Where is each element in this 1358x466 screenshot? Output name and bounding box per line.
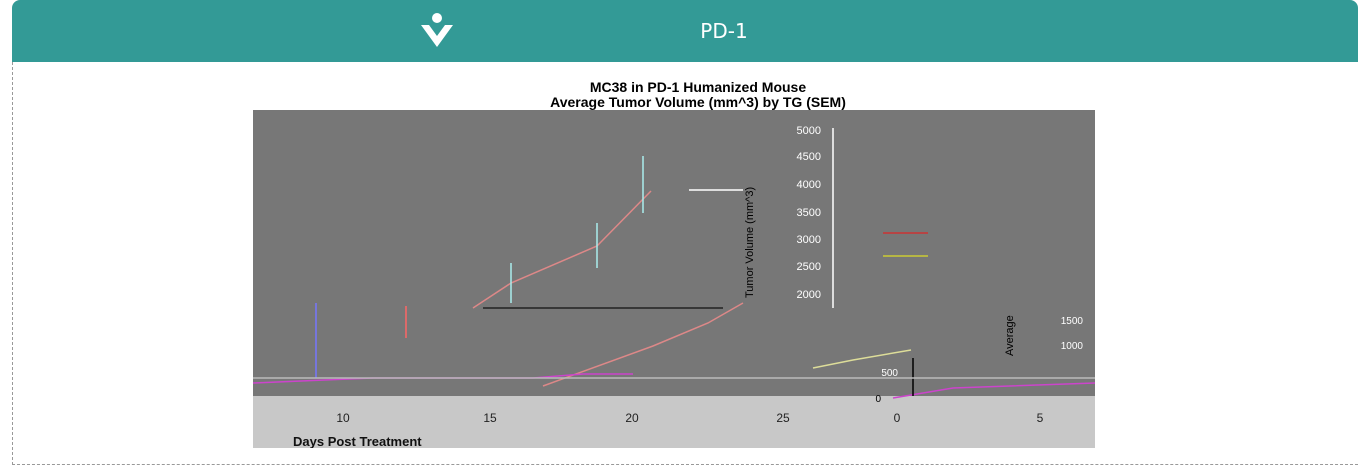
header-icon xyxy=(421,13,453,47)
x-tick-label: 25 xyxy=(776,411,790,425)
inset-label: Average xyxy=(1004,315,1016,356)
header-title: PD-1 xyxy=(700,19,748,43)
x-tick-label: 5 xyxy=(1037,411,1044,425)
figure-lines xyxy=(253,128,1095,399)
figure-image: MC38 in PD-1 Humanized Mouse Average Tum… xyxy=(253,78,1095,448)
x-tick-label: 0 xyxy=(894,411,901,425)
x-tick-label: 15 xyxy=(483,411,497,425)
inset-tick-label: 500 xyxy=(881,368,898,379)
y-tick-label: 3000 xyxy=(797,234,821,246)
y-tick-label: 2500 xyxy=(797,261,821,273)
inset-ticks: 1500 1000 500 0 xyxy=(875,316,1083,405)
panel-header: PD-1 xyxy=(12,0,1358,62)
y-tick-label: 3500 xyxy=(797,207,821,219)
inset-tick-label: 0 xyxy=(875,394,881,405)
panel-body xyxy=(12,62,1358,465)
y-tick-label: 4000 xyxy=(797,179,821,191)
figure-title: Average Tumor Volume (mm^3) by TG (SEM) xyxy=(550,94,846,110)
y-tick-label: 5000 xyxy=(797,125,821,137)
y-tick-label: 4500 xyxy=(797,151,821,163)
x-ticks: 10 15 20 25 0 5 xyxy=(336,411,1043,425)
y-ticks: 5000 4500 4000 3500 3000 2500 2000 xyxy=(797,125,821,301)
inset-tick-label: 1500 xyxy=(1061,316,1084,327)
y-tick-label: 2000 xyxy=(797,289,821,301)
x-tick-label: 20 xyxy=(625,411,639,425)
x-axis-label: Days Post Treatment xyxy=(293,434,422,448)
x-tick-label: 10 xyxy=(336,411,350,425)
y-axis-label: Tumor Volume (mm^3) xyxy=(744,187,756,298)
inset-tick-label: 1000 xyxy=(1061,341,1084,352)
figure-title: MC38 in PD-1 Humanized Mouse xyxy=(590,79,806,95)
